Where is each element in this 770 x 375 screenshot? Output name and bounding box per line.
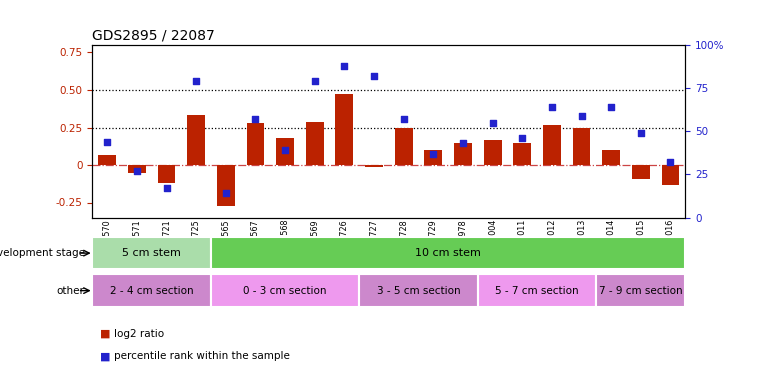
Bar	[211, 237, 685, 269]
Bar	[211, 274, 359, 307]
Text: ■: ■	[100, 351, 114, 361]
Bar	[514, 142, 531, 165]
Point	[665, 159, 677, 165]
Bar	[484, 140, 501, 165]
Point	[101, 139, 113, 145]
Text: other: other	[57, 286, 85, 296]
Point	[190, 78, 203, 84]
Text: 3 - 5 cm section: 3 - 5 cm section	[377, 286, 460, 296]
Text: 2 - 4 cm section: 2 - 4 cm section	[110, 286, 193, 296]
Bar	[661, 165, 679, 184]
Point	[427, 151, 440, 157]
Point	[487, 120, 499, 126]
Text: log2 ratio: log2 ratio	[114, 329, 164, 339]
Bar	[99, 154, 116, 165]
Point	[605, 104, 618, 110]
Point	[546, 104, 558, 110]
Text: percentile rank within the sample: percentile rank within the sample	[114, 351, 290, 361]
Bar	[158, 165, 176, 183]
Point	[457, 140, 469, 146]
Bar	[306, 122, 323, 165]
Bar	[359, 274, 477, 307]
Bar	[573, 128, 591, 165]
Text: 10 cm stem: 10 cm stem	[415, 248, 481, 258]
Bar	[424, 150, 442, 165]
Bar	[276, 138, 294, 165]
Bar	[92, 237, 211, 269]
Text: 5 cm stem: 5 cm stem	[122, 248, 181, 258]
Bar	[395, 128, 413, 165]
Bar	[187, 116, 205, 165]
Bar	[596, 274, 685, 307]
Bar	[365, 165, 383, 166]
Bar	[632, 165, 650, 178]
Bar	[454, 142, 472, 165]
Bar	[477, 274, 596, 307]
Point	[279, 147, 291, 153]
Point	[634, 130, 647, 136]
Point	[575, 113, 588, 119]
Point	[219, 190, 232, 196]
Bar	[602, 150, 620, 165]
Point	[160, 185, 172, 191]
Text: 7 - 9 cm section: 7 - 9 cm section	[599, 286, 683, 296]
Point	[249, 116, 262, 122]
Text: development stage: development stage	[0, 248, 85, 258]
Bar	[246, 123, 264, 165]
Text: ■: ■	[100, 329, 114, 339]
Point	[516, 135, 528, 141]
Point	[368, 73, 380, 79]
Bar	[92, 274, 211, 307]
Bar	[128, 165, 146, 172]
Bar	[217, 165, 235, 206]
Bar	[336, 94, 353, 165]
Point	[397, 116, 410, 122]
Point	[338, 63, 350, 69]
Text: GDS2895 / 22087: GDS2895 / 22087	[92, 28, 215, 42]
Text: 0 - 3 cm section: 0 - 3 cm section	[243, 286, 326, 296]
Text: 5 - 7 cm section: 5 - 7 cm section	[495, 286, 579, 296]
Point	[309, 78, 321, 84]
Bar	[543, 124, 561, 165]
Point	[131, 168, 143, 174]
